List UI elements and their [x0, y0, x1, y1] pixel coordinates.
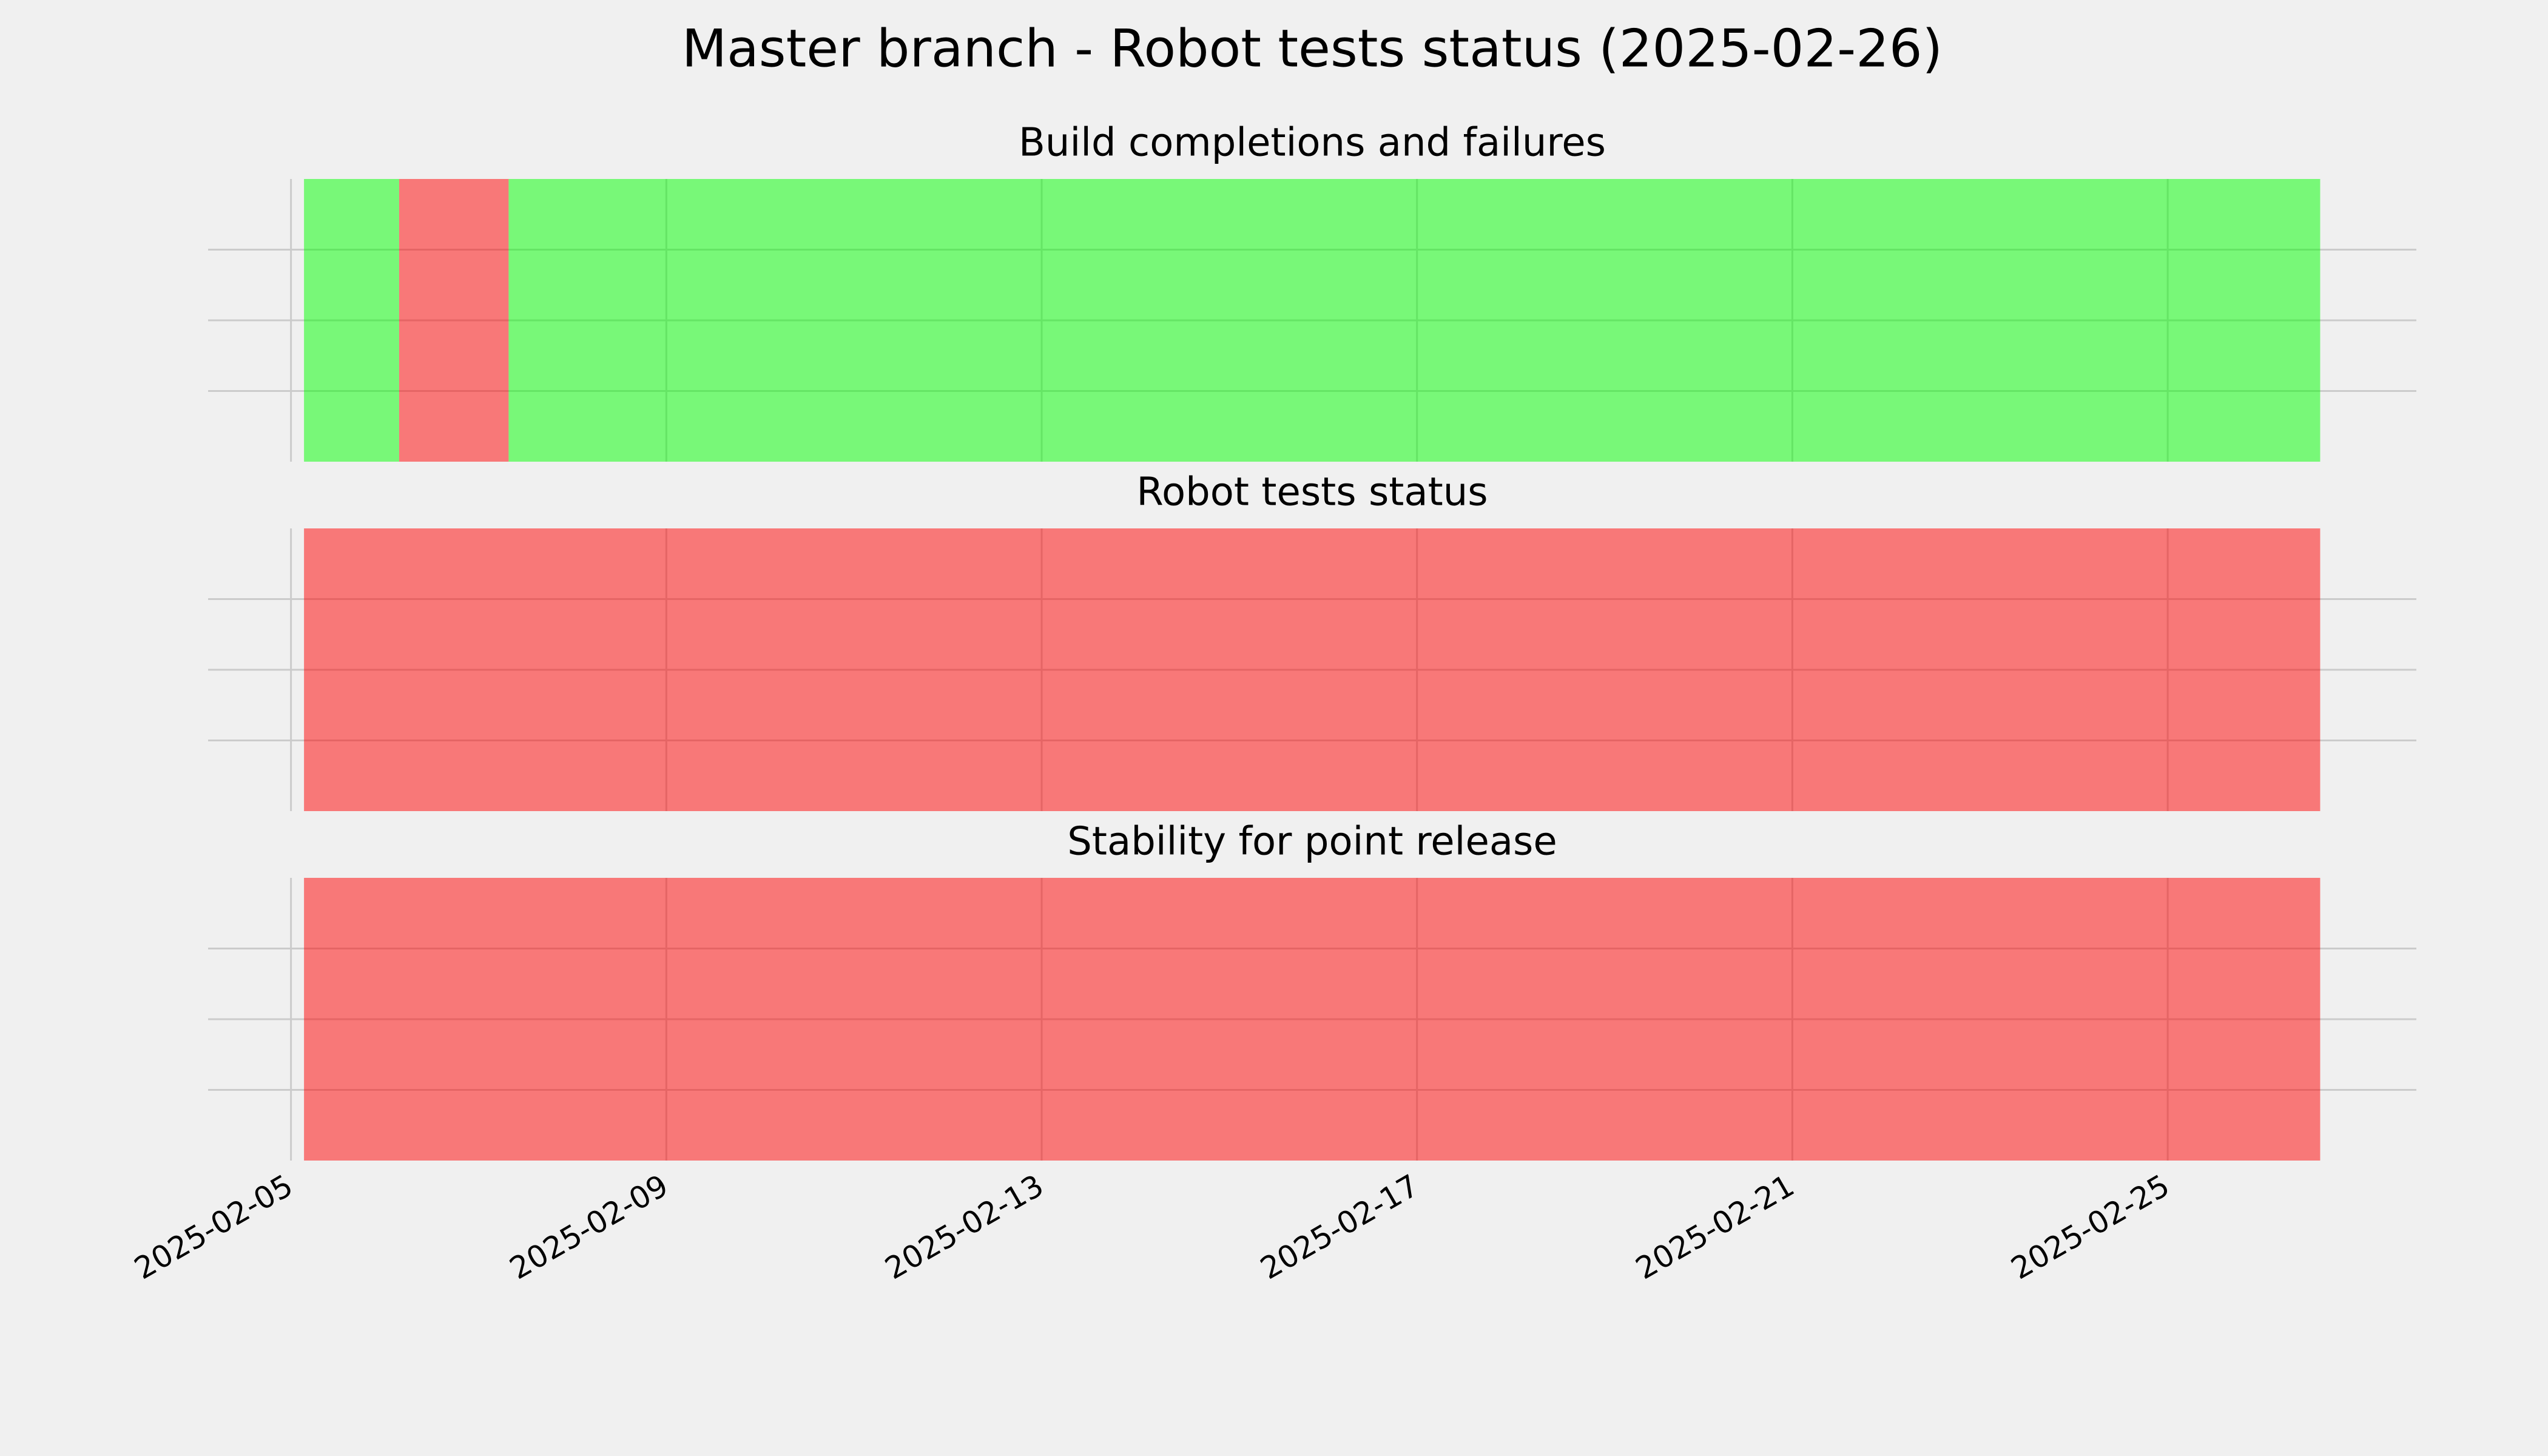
status-segment — [304, 878, 2320, 1161]
figure-title: Master branch - Robot tests status (2025… — [682, 18, 1943, 79]
panel-title: Stability for point release — [1067, 820, 1557, 864]
status-segment — [304, 179, 399, 462]
panel-title: Build completions and failures — [1019, 121, 1606, 166]
status-segment — [304, 528, 2320, 811]
status-segment — [508, 179, 2320, 462]
panel-title: Robot tests status — [1136, 470, 1488, 515]
status-segment — [399, 179, 509, 462]
